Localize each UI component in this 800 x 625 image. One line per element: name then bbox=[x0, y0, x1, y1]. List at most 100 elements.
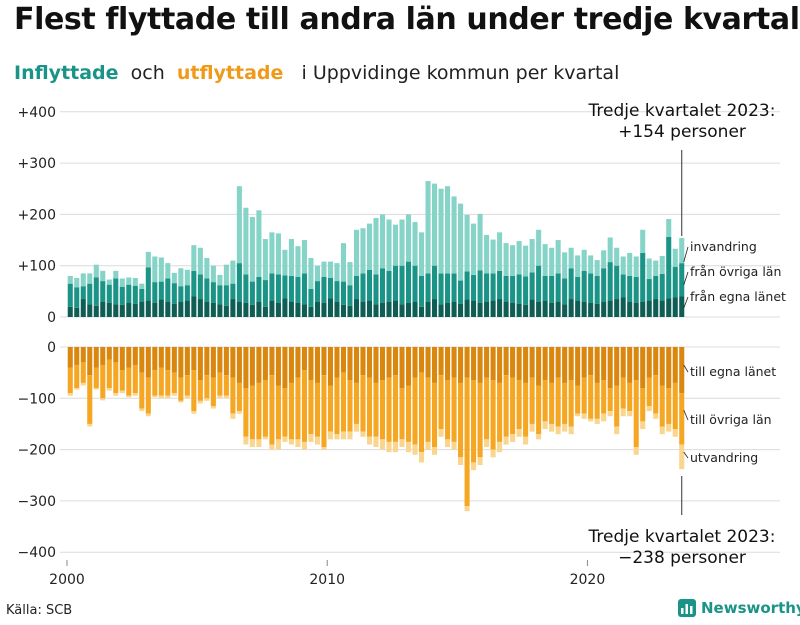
bar-out-segment bbox=[379, 347, 386, 381]
bar-out-segment bbox=[243, 436, 249, 445]
bar-out-segment bbox=[471, 347, 477, 381]
bar-out-segment bbox=[653, 413, 659, 419]
bar-in-segment bbox=[562, 304, 568, 318]
bar-out-segment bbox=[301, 370, 307, 442]
bar-out-segment bbox=[445, 439, 451, 448]
bar-in-segment bbox=[230, 260, 236, 284]
bar-in-segment bbox=[568, 247, 574, 269]
bar-in-segment bbox=[197, 247, 203, 275]
bar-in-segment bbox=[152, 282, 158, 303]
bar-out-segment bbox=[100, 364, 106, 399]
bar-in-segment bbox=[301, 240, 307, 274]
bar-in-segment bbox=[555, 273, 561, 302]
bar-in-segment bbox=[633, 276, 639, 303]
bar-in-segment bbox=[139, 301, 145, 317]
bar-out-segment bbox=[308, 380, 314, 435]
bar-in-segment bbox=[679, 238, 685, 264]
bar-in-segment bbox=[282, 249, 288, 276]
bar-out-segment bbox=[614, 385, 620, 427]
bar-in-segment bbox=[158, 257, 164, 282]
bar-out-segment bbox=[93, 347, 99, 368]
bar-out-segment bbox=[425, 377, 431, 442]
y-tick-label-top: +200 bbox=[18, 207, 56, 223]
bar-in-segment bbox=[471, 223, 477, 275]
bar-out-segment bbox=[217, 372, 223, 396]
bar-in-segment bbox=[249, 281, 255, 305]
chart-title: Flest flyttade till andra län under tred… bbox=[14, 2, 800, 37]
bar-out-segment bbox=[256, 439, 262, 448]
bar-out-segment bbox=[503, 375, 509, 437]
bar-out-segment bbox=[568, 347, 574, 381]
bar-out-segment bbox=[197, 380, 203, 401]
bar-in-segment bbox=[386, 301, 392, 317]
bar-out-segment bbox=[555, 377, 561, 427]
bar-in-segment bbox=[80, 299, 86, 318]
bar-out-segment bbox=[295, 439, 301, 448]
label-connector-out bbox=[683, 409, 689, 421]
bar-in-segment bbox=[529, 299, 535, 317]
bar-in-segment bbox=[497, 232, 503, 271]
bar-out-segment bbox=[87, 375, 93, 424]
bar-in-segment bbox=[152, 302, 158, 317]
bar-out-segment bbox=[399, 439, 405, 448]
bar-in-segment bbox=[262, 306, 268, 317]
bar-in-segment bbox=[210, 265, 216, 283]
migration-chart: +400 +300 +200 +100 0 0 −100 −200 −300 −400 2000 20… bbox=[18, 101, 786, 588]
bar-in-segment bbox=[549, 275, 555, 303]
bar-in-segment bbox=[119, 304, 125, 317]
bar-in-segment bbox=[230, 299, 236, 318]
bar-in-segment bbox=[347, 305, 353, 317]
bar-in-segment bbox=[379, 214, 386, 269]
bar-out-segment bbox=[432, 347, 438, 383]
bar-in-segment bbox=[659, 255, 665, 274]
bar-out-segment bbox=[301, 347, 307, 371]
bar-in-segment bbox=[549, 302, 555, 317]
bar-in-segment bbox=[659, 273, 665, 301]
bar-in-segment bbox=[386, 270, 392, 302]
bar-in-segment bbox=[471, 274, 477, 301]
bar-out-segment bbox=[119, 347, 125, 371]
bar-in-segment bbox=[477, 270, 483, 303]
bar-in-segment bbox=[275, 302, 281, 317]
bar-out-segment bbox=[516, 429, 522, 437]
bar-in-segment bbox=[425, 301, 431, 317]
bar-in-segment bbox=[653, 275, 659, 300]
bar-out-segment bbox=[165, 370, 171, 396]
y-tick-label-top: +300 bbox=[18, 156, 56, 172]
bar-in-segment bbox=[666, 236, 672, 299]
bar-out-segment bbox=[666, 388, 672, 424]
bar-in-segment bbox=[432, 183, 438, 266]
bar-in-segment bbox=[191, 270, 197, 297]
bar-out-segment bbox=[679, 347, 685, 394]
bar-in-segment bbox=[373, 304, 379, 318]
bar-in-segment bbox=[471, 300, 477, 317]
bar-in-segment bbox=[666, 219, 672, 237]
bar-in-segment bbox=[679, 296, 685, 317]
bar-in-segment bbox=[497, 270, 503, 300]
bar-in-segment bbox=[340, 304, 347, 317]
bar-in-segment bbox=[334, 301, 340, 317]
bar-in-segment bbox=[178, 301, 184, 317]
bar-in-segment bbox=[269, 300, 275, 317]
bar-out-segment bbox=[295, 347, 301, 378]
bar-in-segment bbox=[594, 275, 600, 304]
x-tick-label: 2000 bbox=[49, 572, 85, 588]
bar-in-segment bbox=[301, 273, 307, 305]
bar-out-segment bbox=[640, 347, 646, 389]
bar-in-segment bbox=[256, 301, 262, 317]
bar-in-segment bbox=[67, 306, 73, 317]
bar-in-segment bbox=[536, 265, 542, 302]
bar-in-segment bbox=[399, 265, 405, 305]
bar-in-segment bbox=[438, 273, 444, 305]
bar-in-segment bbox=[295, 302, 301, 317]
bar-out-segment bbox=[314, 382, 320, 437]
bar-in-segment bbox=[197, 299, 203, 318]
bar-in-segment bbox=[477, 302, 483, 317]
bar-in-segment bbox=[236, 186, 242, 264]
bar-out-segment bbox=[269, 375, 275, 445]
bar-out-segment bbox=[549, 347, 555, 383]
bar-out-segment bbox=[230, 347, 236, 378]
bar-out-segment bbox=[204, 398, 210, 401]
bar-in-segment bbox=[145, 251, 151, 268]
bar-out-segment bbox=[425, 441, 431, 450]
